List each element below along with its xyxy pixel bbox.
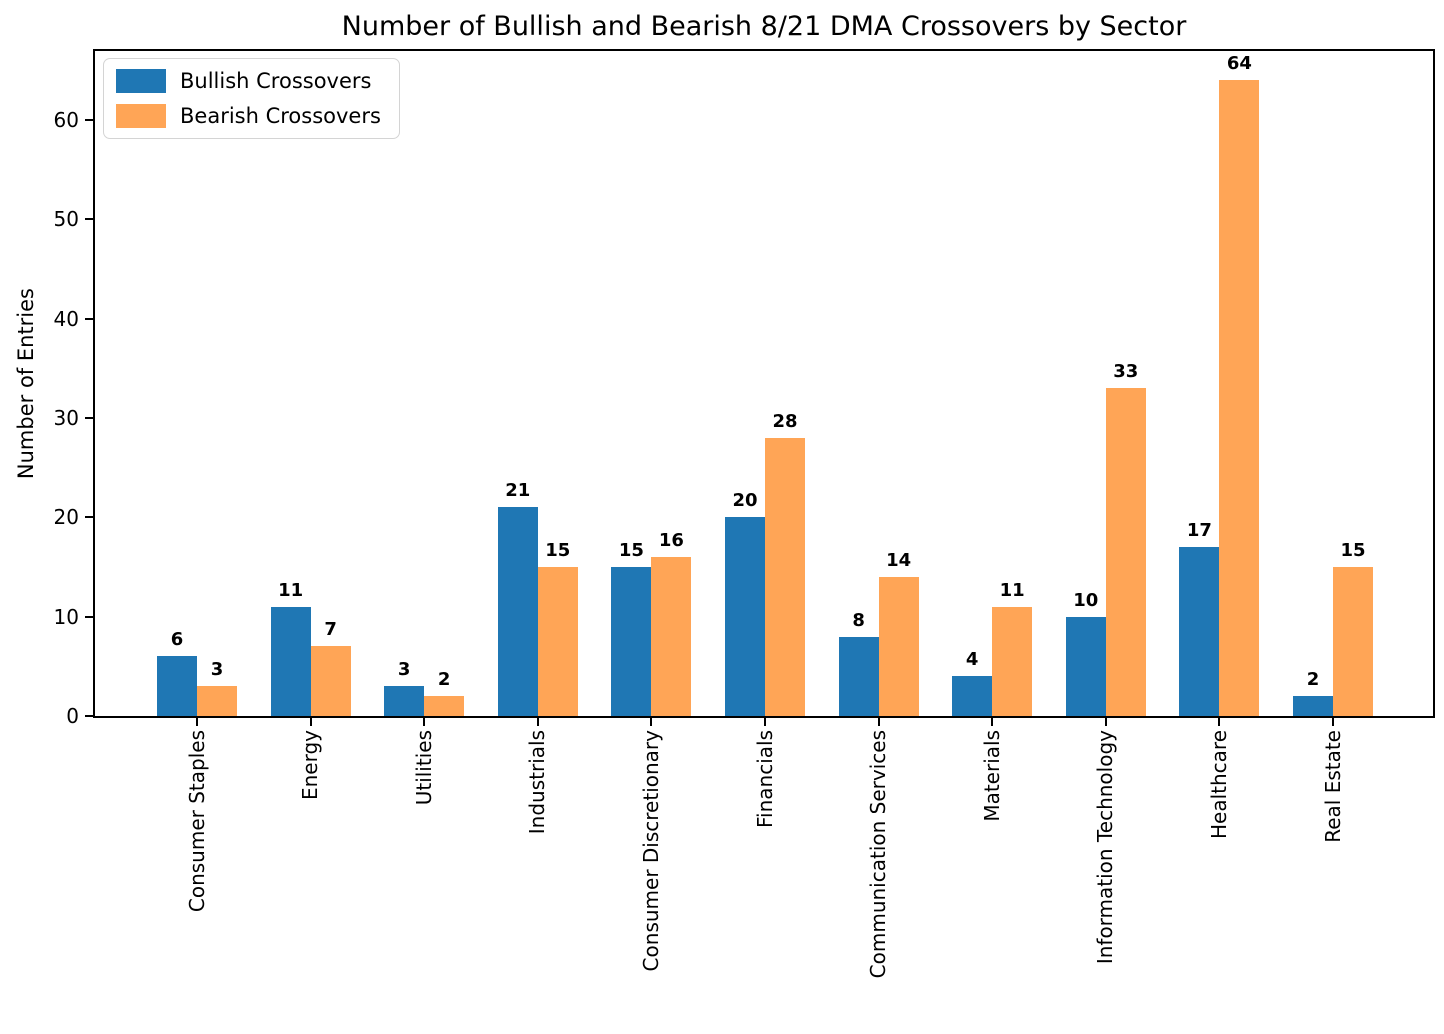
- bar-bearish-information-technology: [1105, 388, 1146, 716]
- bar-bullish-energy: [270, 606, 311, 716]
- bar-value-label-bullish-communication-services: 8: [852, 609, 865, 631]
- y-tick-label-50: 50: [53, 207, 79, 232]
- bar-value-label-bearish-communication-services: 14: [886, 549, 912, 571]
- x-tick-label-materials: Materials: [979, 730, 1004, 822]
- bar-value-label-bearish-industrials: 15: [545, 540, 571, 561]
- bar-bearish-communication-services: [878, 576, 919, 716]
- bar-bullish-utilities: [384, 686, 425, 716]
- bar-bullish-financials: [725, 517, 765, 716]
- y-tick-label-10: 10: [53, 604, 79, 629]
- bar-bullish-industrials: [497, 507, 538, 716]
- bar-value-label-bearish-utilities: 2: [437, 669, 451, 691]
- y-tick-mark-30: [85, 417, 93, 420]
- bar-value-label-bearish-information-technology: 33: [1113, 361, 1139, 383]
- legend-entry-bearish-crossovers: Bearish Crossovers: [116, 103, 381, 129]
- bar-bearish-consumer-discretionary: [651, 557, 692, 716]
- x-tick-mark-real-estate: [1332, 718, 1334, 726]
- bar-value-label-bearish-financials: 28: [772, 410, 798, 432]
- bar-value-label-bearish-materials: 11: [999, 579, 1025, 601]
- bar-value-label-bullish-industrials: 21: [505, 480, 531, 502]
- bar-value-label-bullish-consumer-staples: 6: [170, 629, 184, 651]
- x-tick-mark-consumer-staples: [196, 718, 198, 726]
- y-tick-label-20: 20: [53, 505, 79, 530]
- bar-bullish-healthcare: [1179, 547, 1220, 716]
- y-tick-label-60: 60: [53, 108, 79, 133]
- bar-bearish-industrials: [537, 567, 578, 716]
- bar-bullish-information-technology: [1065, 616, 1106, 716]
- bar-value-label-bullish-real-estate: 2: [1306, 669, 1320, 691]
- bar-bullish-consumer-staples: [157, 656, 197, 716]
- x-tick-label-consumer-staples: Consumer Staples: [184, 730, 209, 913]
- bar-value-label-bullish-materials: 4: [965, 649, 979, 671]
- x-tick-label-industrials: Industrials: [525, 730, 550, 835]
- y-tick-mark-10: [85, 615, 93, 618]
- x-tick-label-communication-services: Communication Services: [866, 730, 891, 979]
- x-tick-mark-consumer-discretionary: [650, 718, 653, 726]
- y-tick-label-30: 30: [53, 406, 79, 431]
- y-tick-mark-0: [85, 715, 93, 717]
- legend-entry-bullish-crossovers: Bullish Crossovers: [116, 68, 381, 94]
- bar-bearish-consumer-staples: [197, 686, 237, 716]
- bar-bullish-real-estate: [1293, 696, 1333, 716]
- x-tick-mark-information-technology: [1104, 718, 1107, 726]
- bar-value-label-bullish-energy: 11: [278, 579, 304, 601]
- x-tick-mark-communication-services: [877, 718, 880, 726]
- x-tick-label-consumer-discretionary: Consumer Discretionary: [638, 730, 663, 972]
- x-tick-mark-healthcare: [1218, 718, 1221, 726]
- legend-swatch-bullish-crossovers: [116, 69, 166, 93]
- bar-value-label-bullish-consumer-discretionary: 15: [618, 540, 644, 561]
- y-tick-label-40: 40: [53, 306, 79, 331]
- bar-value-label-bearish-consumer-staples: 3: [210, 659, 224, 681]
- bar-bearish-utilities: [424, 696, 465, 716]
- x-tick-mark-industrials: [536, 718, 539, 726]
- bar-value-label-bullish-financials: 20: [732, 490, 758, 512]
- y-tick-mark-40: [85, 317, 93, 320]
- bar-value-label-bearish-real-estate: 15: [1340, 540, 1366, 561]
- legend-label-bullish-crossovers: Bullish Crossovers: [180, 69, 372, 93]
- x-tick-mark-financials: [764, 718, 766, 726]
- y-tick-label-0: 0: [66, 704, 79, 728]
- y-tick-mark-20: [85, 516, 93, 519]
- legend-swatch-bearish-crossovers: [116, 104, 166, 128]
- x-tick-label-information-technology: Information Technology: [1093, 730, 1118, 965]
- x-tick-label-financials: Financials: [752, 730, 777, 828]
- x-tick-label-real-estate: Real Estate: [1320, 730, 1345, 843]
- x-tick-label-healthcare: Healthcare: [1206, 730, 1231, 840]
- bar-bullish-communication-services: [838, 636, 879, 716]
- bar-value-label-bullish-healthcare: 17: [1186, 520, 1212, 542]
- legend-label-bearish-crossovers: Bearish Crossovers: [180, 104, 381, 128]
- bar-value-label-bullish-information-technology: 10: [1073, 589, 1099, 611]
- x-tick-mark-materials: [991, 718, 994, 726]
- chart-title: Number of Bullish and Bearish 8/21 DMA C…: [341, 11, 1187, 42]
- bar-value-label-bearish-consumer-discretionary: 16: [658, 530, 684, 552]
- bar-bullish-consumer-discretionary: [611, 567, 652, 716]
- x-tick-mark-utilities: [423, 718, 426, 726]
- bar-bearish-materials: [992, 606, 1033, 716]
- x-tick-label-energy: Energy: [298, 730, 323, 801]
- bar-value-label-bearish-energy: 7: [324, 619, 337, 641]
- y-tick-mark-50: [85, 218, 93, 221]
- bar-bullish-materials: [952, 676, 993, 716]
- bar-bearish-healthcare: [1219, 80, 1260, 716]
- legend: Bullish Crossovers Bearish Crossovers: [103, 58, 400, 139]
- bar-bearish-financials: [765, 437, 805, 716]
- x-tick-mark-energy: [309, 718, 312, 726]
- bar-bearish-energy: [310, 646, 351, 716]
- x-tick-label-utilities: Utilities: [411, 730, 436, 806]
- y-tick-mark-60: [85, 119, 93, 122]
- bar-value-label-bullish-utilities: 3: [397, 659, 411, 681]
- bar-bearish-real-estate: [1333, 567, 1373, 716]
- bar-value-label-bearish-healthcare: 64: [1226, 53, 1252, 75]
